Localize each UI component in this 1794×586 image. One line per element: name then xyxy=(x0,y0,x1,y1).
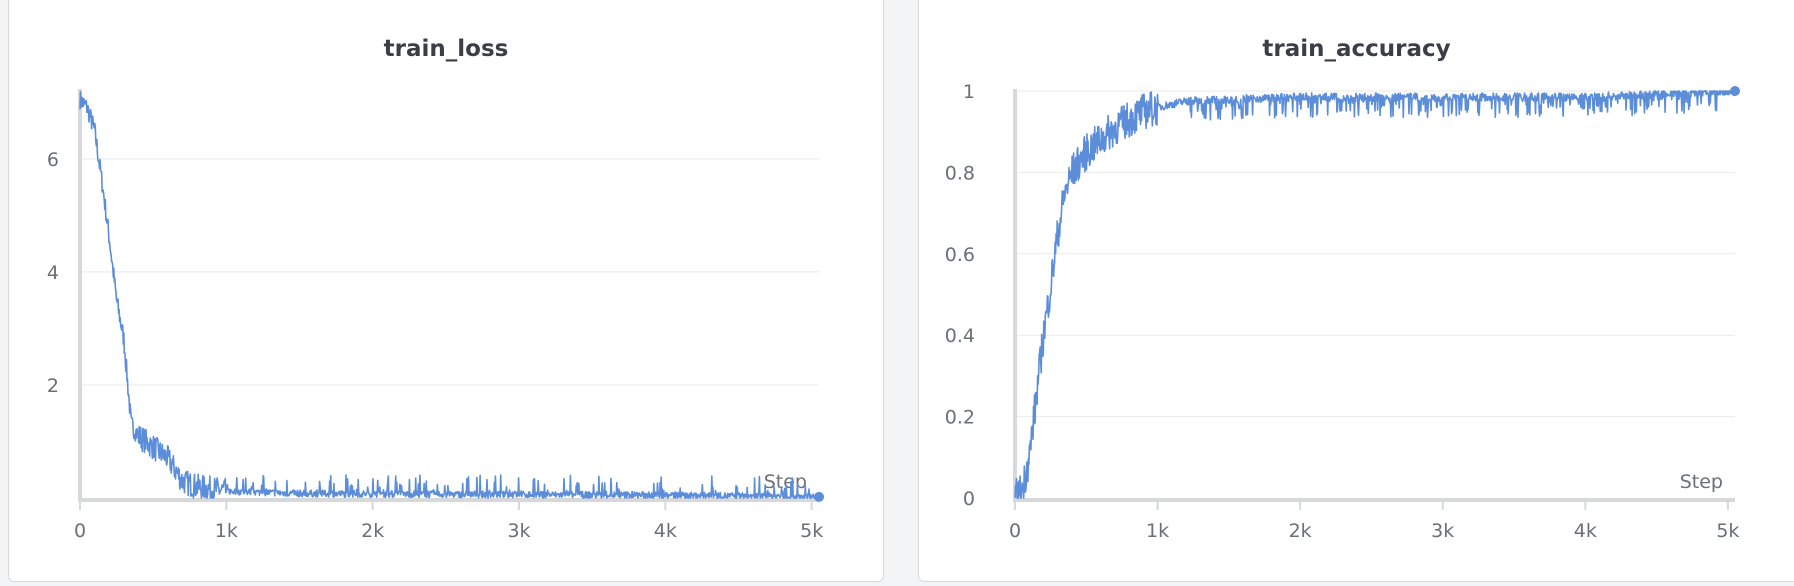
y-tick-label: 0 xyxy=(963,488,975,510)
series-endpoint xyxy=(1730,86,1740,96)
chart-train-accuracy: 0 0.2 0.4 0.6 0.8 1 0 1k 2k 3k 4k 5k Step xyxy=(945,81,1740,542)
x-tick-label: 2k xyxy=(1289,520,1312,542)
x-tick-label: 2k xyxy=(361,520,384,542)
series-endpoint xyxy=(814,491,824,502)
y-tick-label: 0.8 xyxy=(945,162,975,184)
chart-title: train_loss xyxy=(383,36,509,62)
x-tick-label: 5k xyxy=(800,520,823,542)
x-tick-label: 1k xyxy=(215,520,238,542)
series-line xyxy=(1014,90,1736,499)
y-tick-label: 0.2 xyxy=(945,407,975,429)
x-tick-label: 4k xyxy=(654,520,677,542)
y-tick-label: 0.6 xyxy=(945,244,975,266)
y-tick-label: 1 xyxy=(963,81,975,103)
chart-title: train_accuracy xyxy=(1262,36,1451,62)
y-tick-label: 0.4 xyxy=(945,325,975,347)
x-tick-label: 5k xyxy=(1716,520,1739,542)
x-tick-label: 4k xyxy=(1574,520,1597,542)
x-tick-label: 0 xyxy=(1009,520,1021,542)
chart-panel-train-loss: train_loss 2 4 6 0 1k 2k 3k 4k 5k Step xyxy=(8,0,884,582)
x-axis-label: Step xyxy=(1680,471,1723,493)
chart-panel-train-accuracy: train_accuracy 0 0.2 0.4 0.6 0.8 1 0 1k 2k 3k 4k 5k… xyxy=(918,0,1794,582)
x-tick-label: 3k xyxy=(1431,520,1454,542)
x-tick-label: 1k xyxy=(1146,520,1169,542)
y-tick-label: 2 xyxy=(47,375,59,397)
y-tick-label: 4 xyxy=(47,262,59,284)
series-line xyxy=(79,91,820,499)
x-tick-label: 0 xyxy=(74,520,86,542)
x-tick-label: 3k xyxy=(507,520,530,542)
y-tick-label: 6 xyxy=(47,149,59,171)
